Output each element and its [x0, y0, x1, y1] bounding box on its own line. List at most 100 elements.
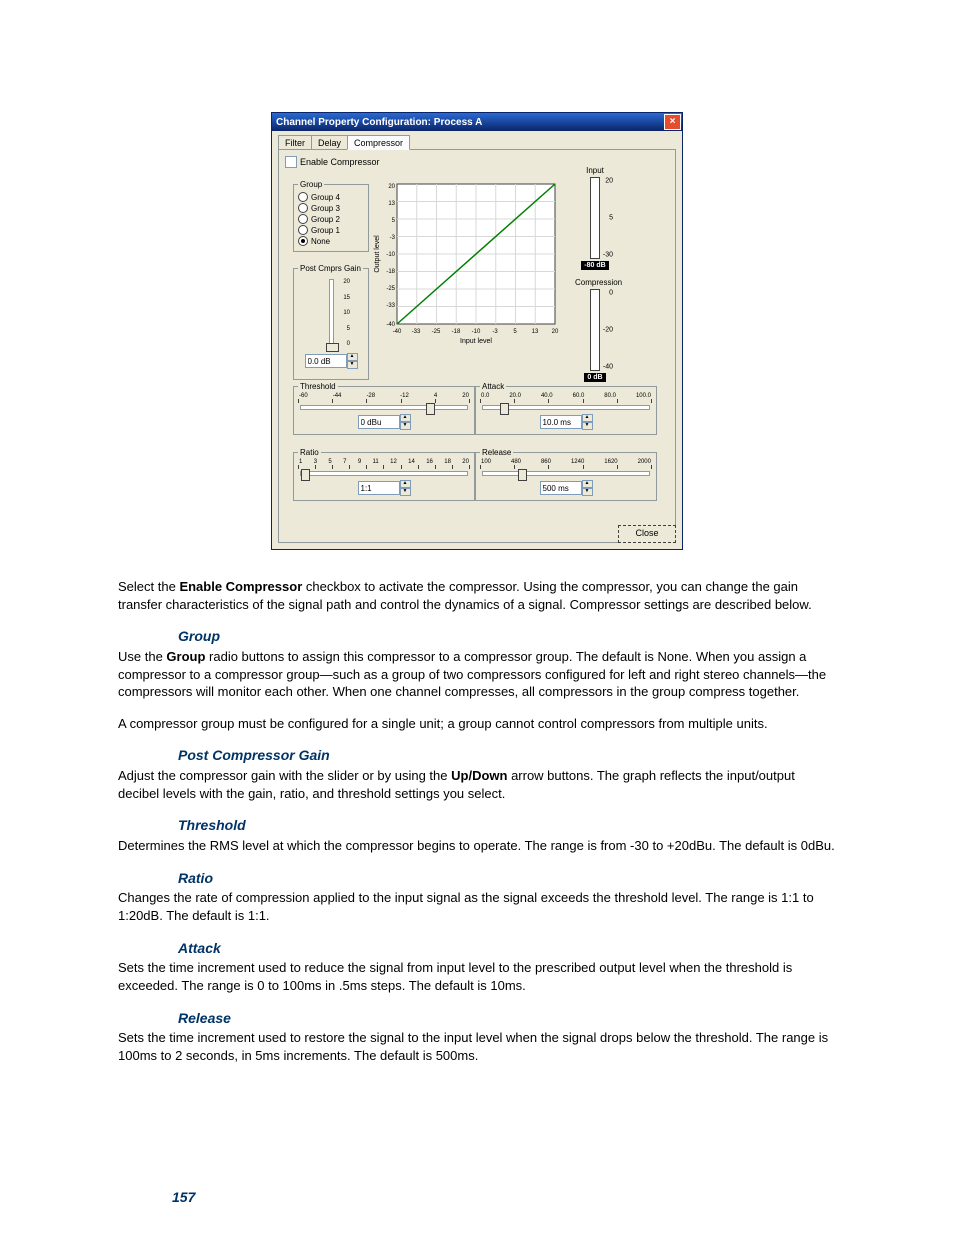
- scale-label: 100: [481, 459, 491, 465]
- radio-group-1[interactable]: Group 1: [298, 225, 364, 235]
- svg-text:-3: -3: [390, 235, 396, 241]
- attack-value[interactable]: [540, 415, 582, 429]
- postgain-value[interactable]: [305, 354, 347, 368]
- graph-y-label: Output level: [374, 235, 381, 273]
- threshold-slider[interactable]: [300, 405, 468, 410]
- postgain-thumb[interactable]: [326, 343, 339, 352]
- tick-mark: [469, 465, 470, 469]
- tab-filter[interactable]: Filter: [278, 135, 312, 150]
- attack-slider[interactable]: [482, 405, 650, 410]
- meter-mark: -30: [603, 251, 613, 258]
- svg-text:-33: -33: [386, 303, 395, 309]
- threshold-value[interactable]: [358, 415, 400, 429]
- heading-group: Group: [178, 627, 836, 646]
- radio-icon[interactable]: [298, 236, 308, 246]
- radio-label: Group 1: [311, 226, 340, 235]
- svg-text:-40: -40: [393, 329, 402, 335]
- titlebar[interactable]: Channel Property Configuration: Process …: [272, 113, 682, 131]
- article-body: Select the Enable Compressor checkbox to…: [118, 578, 836, 1065]
- radio-group-4[interactable]: Group 4: [298, 192, 364, 202]
- scale-label: 2000: [638, 459, 651, 465]
- postgain-legend: Post Cmprs Gain: [298, 264, 363, 273]
- postgain-fieldset: Post Cmprs Gain 20 15 10 5 0: [293, 264, 369, 380]
- svg-text:-10: -10: [386, 252, 395, 258]
- radio-group-2[interactable]: Group 2: [298, 214, 364, 224]
- up-arrow-icon[interactable]: ▲: [582, 414, 593, 422]
- up-arrow-icon[interactable]: ▲: [400, 414, 411, 422]
- input-meter-bar: 20 5 -30: [590, 177, 600, 259]
- release-thumb[interactable]: [518, 469, 527, 481]
- window-title: Channel Property Configuration: Process …: [276, 117, 663, 128]
- radio-label: None: [311, 237, 330, 246]
- scale-label: 0.0: [481, 393, 489, 399]
- radio-icon[interactable]: [298, 214, 308, 224]
- tick-mark: [401, 399, 402, 403]
- threshold-paragraph: Determines the RMS level at which the co…: [118, 837, 836, 855]
- attack-thumb[interactable]: [500, 403, 509, 415]
- postgain-tick: 10: [343, 310, 350, 316]
- radio-label: Group 4: [311, 193, 340, 202]
- tick-mark: [366, 465, 367, 469]
- scale-label: 100.0: [636, 393, 651, 399]
- postgain-tick: 0: [343, 341, 350, 347]
- radio-icon[interactable]: [298, 225, 308, 235]
- transfer-graph: 20 13 5 -3 -10 -18 -25 -33 -40 -40: [371, 180, 561, 350]
- tick-mark: [548, 399, 549, 403]
- close-button[interactable]: Close: [618, 525, 676, 543]
- postgain-slider[interactable]: 20 15 10 5 0: [298, 279, 364, 347]
- tick-mark: [514, 399, 515, 403]
- tick-mark: [435, 465, 436, 469]
- tick-mark: [435, 399, 436, 403]
- postgain-tick: 5: [343, 326, 350, 332]
- postgain-tick: 20: [343, 279, 350, 285]
- threshold-thumb[interactable]: [426, 403, 435, 415]
- group-legend: Group: [298, 180, 324, 189]
- page-number: 157: [172, 1189, 195, 1205]
- down-arrow-icon[interactable]: ▼: [347, 361, 358, 369]
- ratio-value[interactable]: [358, 481, 400, 495]
- postgain-track[interactable]: [329, 279, 334, 349]
- graph-x-label: Input level: [460, 338, 492, 345]
- enable-compressor-label: Enable Compressor: [300, 157, 380, 167]
- up-arrow-icon[interactable]: ▲: [582, 480, 593, 488]
- tick-mark: [617, 399, 618, 403]
- tick-mark: [332, 399, 333, 403]
- close-icon[interactable]: ×: [664, 114, 681, 130]
- svg-text:13: 13: [388, 201, 395, 207]
- checkbox-box[interactable]: [285, 156, 297, 168]
- tab-compressor[interactable]: Compressor: [347, 135, 410, 150]
- radio-label: Group 2: [311, 215, 340, 224]
- svg-text:-18: -18: [386, 269, 395, 275]
- svg-text:20: 20: [552, 329, 559, 335]
- tab-delay[interactable]: Delay: [311, 135, 348, 150]
- meter-mark: 20: [605, 178, 613, 185]
- dialog-body: Filter Delay Compressor Enable Compresso…: [272, 131, 682, 549]
- down-arrow-icon[interactable]: ▼: [400, 488, 411, 496]
- ratio-slider[interactable]: [300, 471, 468, 476]
- release-legend: Release: [480, 448, 513, 457]
- radio-icon[interactable]: [298, 192, 308, 202]
- threshold-fieldset: Threshold -60-44-28-12420 ▲▼: [293, 382, 475, 435]
- threshold-legend: Threshold: [298, 382, 338, 391]
- down-arrow-icon[interactable]: ▼: [582, 422, 593, 430]
- release-paragraph: Sets the time increment used to restore …: [118, 1029, 836, 1064]
- tick-mark: [469, 399, 470, 403]
- up-arrow-icon[interactable]: ▲: [347, 353, 358, 361]
- release-slider[interactable]: [482, 471, 650, 476]
- up-arrow-icon[interactable]: ▲: [400, 480, 411, 488]
- release-value[interactable]: [540, 481, 582, 495]
- postgain-paragraph: Adjust the compressor gain with the slid…: [118, 767, 836, 802]
- down-arrow-icon[interactable]: ▼: [582, 488, 593, 496]
- tick-mark: [583, 465, 584, 469]
- down-arrow-icon[interactable]: ▼: [400, 422, 411, 430]
- input-meter-value: -80 dB: [581, 261, 608, 270]
- ratio-input: ▲▼: [298, 480, 470, 496]
- heading-release: Release: [178, 1009, 836, 1028]
- ratio-thumb[interactable]: [301, 469, 310, 481]
- radio-group-3[interactable]: Group 3: [298, 203, 364, 213]
- tab-panel-compressor: Enable Compressor Group Group 4Group 3 Gr…: [278, 149, 676, 543]
- tick-mark: [383, 465, 384, 469]
- meter-mark: 0: [609, 290, 613, 297]
- radio-none[interactable]: None: [298, 236, 364, 246]
- radio-icon[interactable]: [298, 203, 308, 213]
